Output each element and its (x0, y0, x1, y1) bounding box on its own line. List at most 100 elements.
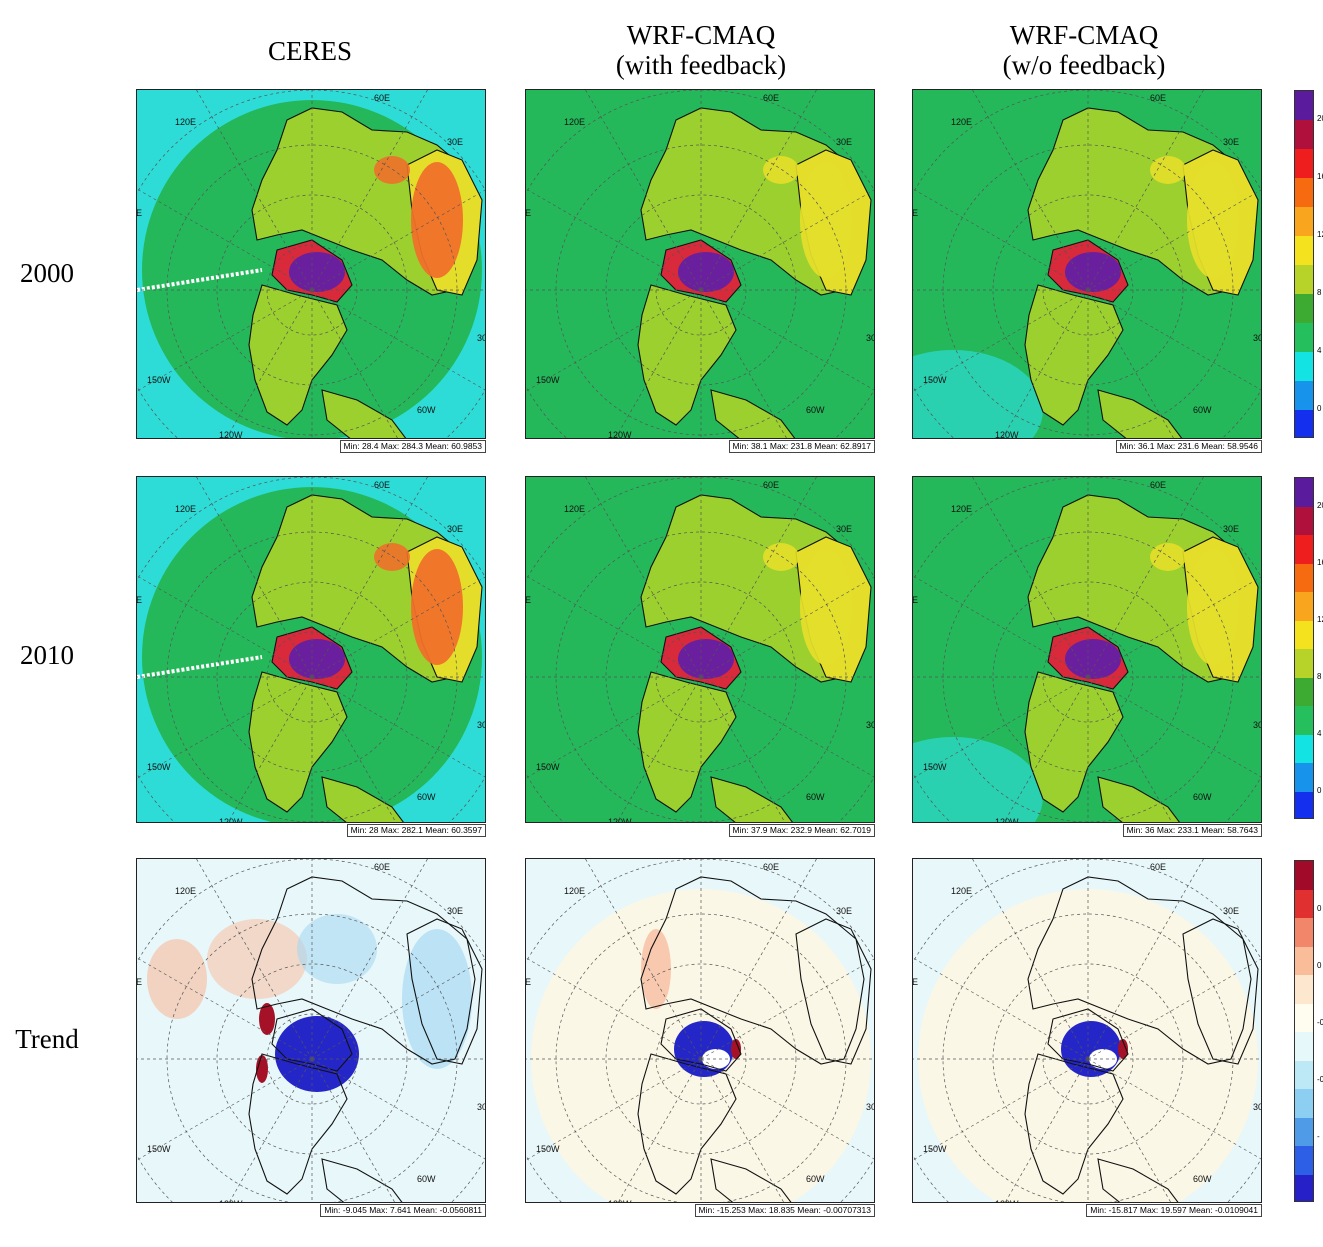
trend-strong-negative (275, 1016, 359, 1092)
meridian-line (585, 477, 702, 678)
colorbar-segment (1295, 120, 1313, 149)
colorbar-tick-label: -0 (1317, 1017, 1323, 1027)
meridian-line (311, 859, 428, 1060)
colorbar-segment (1295, 861, 1313, 890)
landmass-samerica (1097, 776, 1180, 822)
landmass-samerica (1097, 1158, 1179, 1202)
landmass-samerica (1097, 389, 1183, 438)
map-label-top: 90E (287, 859, 303, 860)
meridian-line (526, 957, 702, 1060)
meridian-line (1087, 90, 1204, 291)
map-panel-r1-c2: 90E60E120E30E150E018030W150W60W120W90W (912, 476, 1262, 823)
colorbar-segment (1295, 649, 1313, 678)
map-label-bottom-left: 120W (995, 817, 1019, 823)
arabia-high-field (763, 543, 799, 571)
colorbar-segment (1295, 1174, 1313, 1201)
map-label-upper-left: 120E (951, 117, 973, 127)
map-label-lower-left: 150W (147, 375, 171, 385)
meridian-line (311, 189, 485, 291)
meridian-line (227, 676, 313, 822)
map-label-bottom-left: 120W (995, 1199, 1019, 1202)
map-label-lower-right: 60W (1193, 1174, 1212, 1184)
map-label-top-right: 60E (1150, 862, 1167, 872)
map-label-upper-left: 120E (951, 886, 973, 896)
map-label-bottom-left: 120W (219, 1199, 243, 1202)
colorbar-tick-label: 0 (1317, 404, 1322, 413)
row-label-2010: 2010 (20, 640, 74, 670)
column-header-wrf-no-feedback: WRF-CMAQ (w/o feedback) (934, 20, 1234, 80)
row-label-trend: Trend (15, 1024, 79, 1054)
meridian-line (1087, 1058, 1171, 1202)
column-header-line: (w/o feedback) (1002, 50, 1166, 80)
meridian-line (196, 90, 313, 291)
colorbar-trend (1294, 860, 1314, 1202)
landmass-samerica (321, 389, 407, 438)
colorbar-segment (1295, 91, 1313, 120)
meridian-line (311, 958, 485, 1060)
latitude-circle (992, 194, 1184, 386)
meridian-line (700, 1058, 784, 1202)
trend-blob (641, 929, 671, 1009)
map-label-right-lower: 30W (1253, 1102, 1261, 1112)
map-label-bottom-left: 120W (608, 817, 632, 823)
colorbar-tick-label: 0 (1317, 785, 1322, 795)
map-panel-r2-c0: 90E60E120E30E150E018030W150W60W120W90W (136, 858, 486, 1203)
latitude-circle (992, 581, 1184, 773)
colorbar-segment (1295, 352, 1313, 381)
meridian-line (585, 90, 702, 291)
colorbar-tick-label: 12 (1317, 230, 1323, 239)
map-label-right-upper: 30E (447, 524, 464, 534)
colorbar-segment (1295, 763, 1313, 792)
trend-strong-positive (731, 1039, 741, 1059)
colorbar-absolute-2010 (1294, 477, 1314, 819)
map-label-lower-left: 150W (147, 762, 171, 772)
meridian-line (311, 676, 397, 822)
map-label-right-lower: 30W (477, 333, 485, 343)
landmass-greenland (660, 1008, 742, 1072)
colorbar-segment (1295, 1003, 1313, 1032)
stats-box: Min: -15.817 Max: 19.597 Mean: -0.010904… (1086, 1204, 1262, 1217)
colorbar-segment (1295, 1032, 1313, 1061)
meridian-line (311, 576, 485, 678)
landmass-eurasia (251, 876, 476, 1065)
column-header-ceres: CERES (160, 36, 460, 66)
meridian-line (1087, 676, 1173, 822)
map-label-top-right: 60E (374, 480, 391, 490)
meridian-line (1087, 289, 1261, 391)
map-label-top-right: 60E (1150, 93, 1167, 103)
landmass-namerica (637, 1053, 737, 1195)
ice-max-field (1065, 252, 1121, 292)
colorbar-segment (1295, 149, 1313, 178)
map-label-right-lower: 30W (1253, 720, 1261, 730)
landmass-greenland (271, 1008, 353, 1072)
map-label-upper-left: 120E (564, 886, 586, 896)
arabia-high-field (374, 543, 410, 571)
landmass-namerica (1024, 671, 1124, 813)
colorbar-segment (1295, 889, 1313, 918)
trend-strong-positive (1118, 1039, 1128, 1059)
colorbar-tick-label: 16 (1317, 557, 1323, 567)
colorbar-segment (1295, 207, 1313, 236)
map-label-lower-left: 150W (536, 1144, 560, 1154)
colorbar-segment (1295, 734, 1313, 763)
latitude-circle (216, 963, 408, 1155)
colorbar-segment (1295, 677, 1313, 706)
colorbar-segment (1295, 265, 1313, 294)
map-label-right-upper: 30E (1223, 137, 1240, 147)
map-panel-r0-c0: 90E60E120E30E150E018030W150W60W120W90W (136, 89, 486, 439)
map-label-bottom-left: 120W (995, 430, 1019, 439)
map-label-right-upper: 30E (836, 524, 853, 534)
meridian-line (700, 289, 787, 438)
arabia-high-field (374, 156, 410, 184)
colorbar-tick-label: 20 (1317, 500, 1323, 510)
desert-high-field (1187, 549, 1239, 665)
map-label-left: 150E (912, 208, 919, 218)
desert-high-field (800, 549, 852, 665)
map-label-right-upper: 30E (1223, 906, 1240, 916)
map-label-right-lower: 30W (477, 720, 485, 730)
map-label-top-right: 60E (374, 93, 391, 103)
landmass-eurasia (640, 876, 865, 1065)
colorbar-tick-label: 0 (1317, 960, 1322, 970)
map-label-lower-right: 60W (806, 792, 825, 802)
map-panel-r1-c0: 90E60E120E30E150E018030W150W60W120W90W (136, 476, 486, 823)
